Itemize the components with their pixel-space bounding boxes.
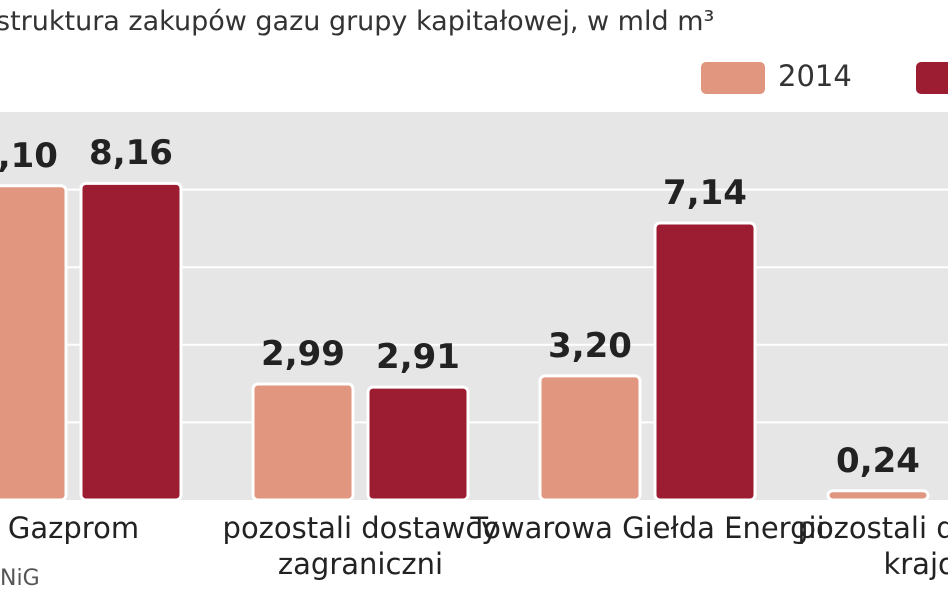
x-tick-label: pozostali dostawcy zagraniczni <box>222 511 499 581</box>
bar <box>251 382 355 502</box>
value-label: 2,91 <box>376 337 460 378</box>
value-label: 3,20 <box>548 325 632 366</box>
source: NiG <box>0 566 40 591</box>
x-tick-label: pozostali dostawcy krajowi <box>797 511 948 581</box>
bar <box>653 221 757 502</box>
value-label: 7,14 <box>663 172 747 213</box>
bar <box>79 181 183 502</box>
chart-title: struktura zakupów gazu grupy kapitałowej… <box>0 6 715 37</box>
bar <box>826 489 930 502</box>
x-tick-label: Towarowa Giełda Energii <box>470 511 825 545</box>
value-label: 2,99 <box>261 333 345 374</box>
legend-swatch <box>914 60 948 96</box>
value-label: 0,24 <box>836 440 920 481</box>
value-label: 8,16 <box>89 133 173 174</box>
legend-label: 2014 <box>778 59 852 93</box>
bar <box>366 385 470 502</box>
value-label: 8,10 <box>0 135 58 176</box>
x-tick-label: Gazprom <box>7 511 140 545</box>
bar <box>0 184 68 502</box>
legend-swatch <box>699 60 767 96</box>
bar <box>538 374 642 502</box>
